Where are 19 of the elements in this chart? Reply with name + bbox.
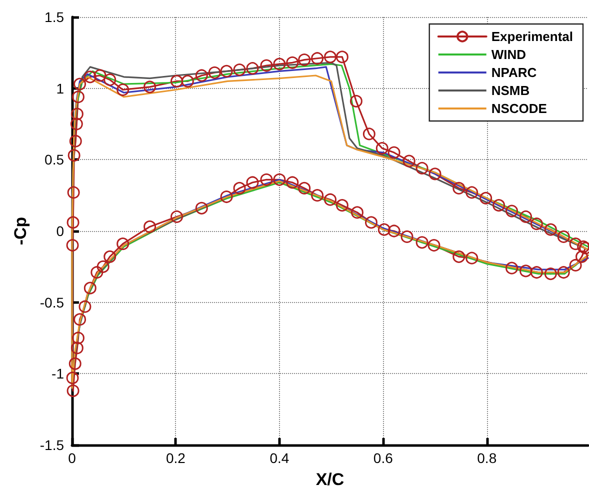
x-tick-label: 0.4 <box>270 450 290 466</box>
y-tick-label: 0 <box>56 223 64 239</box>
y-tick-label: 1 <box>56 80 64 96</box>
y-tick-label: 1.5 <box>44 9 64 25</box>
legend-label: Experimental <box>491 29 574 44</box>
legend-label: NSMB <box>491 83 530 98</box>
y-tick-label: 0.5 <box>44 152 64 168</box>
legend-label: NPARC <box>491 65 538 80</box>
x-tick-label: 0.2 <box>166 450 186 466</box>
y-axis-title: -Cp <box>10 216 30 246</box>
legend-label: NSCODE <box>491 101 548 116</box>
x-tick-label: 0 <box>68 450 76 466</box>
x-axis-title: X/C <box>316 470 344 489</box>
legend-label: WIND <box>491 47 526 62</box>
y-tick-label: -0.5 <box>40 294 64 310</box>
x-tick-label: 0.8 <box>477 450 497 466</box>
x-tick-label: 0.6 <box>373 450 394 466</box>
y-tick-label: -1.5 <box>40 437 64 453</box>
y-tick-label: -1 <box>52 366 64 382</box>
